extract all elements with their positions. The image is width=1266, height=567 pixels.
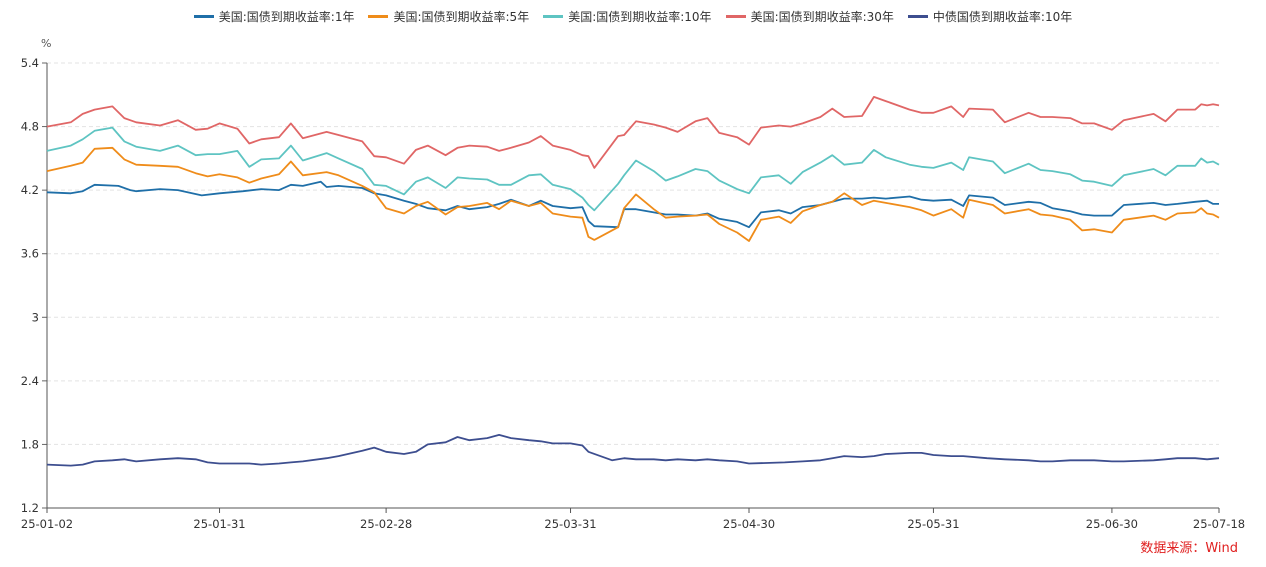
chart-legend: 美国:国债到期收益率:1年 美国:国债到期收益率:5年 美国:国债到期收益率:10年…: [0, 8, 1266, 25]
legend-item[interactable]: 中债国债到期收益率:10年: [907, 8, 1073, 25]
legend-swatch: [543, 15, 564, 18]
y-tick-label: 4.2: [21, 183, 39, 197]
legend-label: 美国:国债到期收益率:1年: [218, 10, 355, 24]
legend-item[interactable]: 美国:国债到期收益率:30年: [725, 8, 894, 25]
y-tick-label: 5.4: [21, 56, 39, 70]
legend-item[interactable]: 美国:国债到期收益率:1年: [193, 8, 355, 25]
legend-label: 中债国债到期收益率:10年: [932, 10, 1073, 24]
x-tick-label: 25-05-31: [907, 517, 959, 531]
x-tick-label: 25-03-31: [544, 517, 596, 531]
legend-swatch: [193, 15, 214, 18]
source-note: 数据来源：Wind: [1140, 541, 1238, 556]
y-tick-label: 4.8: [21, 120, 39, 134]
legend-swatch: [725, 15, 746, 18]
x-tick-label: 25-07-18: [1193, 517, 1245, 531]
legend-swatch: [368, 15, 389, 18]
legend-label: 美国:国债到期收益率:30年: [750, 10, 894, 24]
series-line: [46, 180, 1219, 229]
legend-swatch: [907, 15, 928, 18]
legend-label: 美国:国债到期收益率:10年: [568, 10, 712, 24]
x-tick-label: 25-02-28: [360, 517, 412, 531]
legend-item[interactable]: 美国:国债到期收益率:10年: [543, 8, 712, 25]
x-tick-label: 25-04-30: [723, 517, 775, 531]
y-tick-label: 2.4: [21, 374, 39, 388]
y-tick-label: 1.2: [21, 501, 39, 515]
x-tick-label: 25-01-31: [193, 517, 245, 531]
series-line: [46, 434, 1220, 467]
x-tick-label: 25-06-30: [1086, 517, 1138, 531]
series-line: [46, 126, 1220, 212]
x-tick-label: 25-01-02: [21, 517, 73, 531]
y-axis-unit: %: [41, 37, 52, 50]
series-line: [46, 146, 1220, 242]
legend-item[interactable]: 美国:国债到期收益率:5年: [368, 8, 529, 25]
y-tick-label: 3: [32, 310, 39, 324]
y-tick-label: 1.8: [21, 437, 39, 451]
series-line: [46, 96, 1220, 169]
y-tick-label: 3.6: [21, 247, 39, 261]
legend-label: 美国:国债到期收益率:5年: [393, 10, 530, 24]
